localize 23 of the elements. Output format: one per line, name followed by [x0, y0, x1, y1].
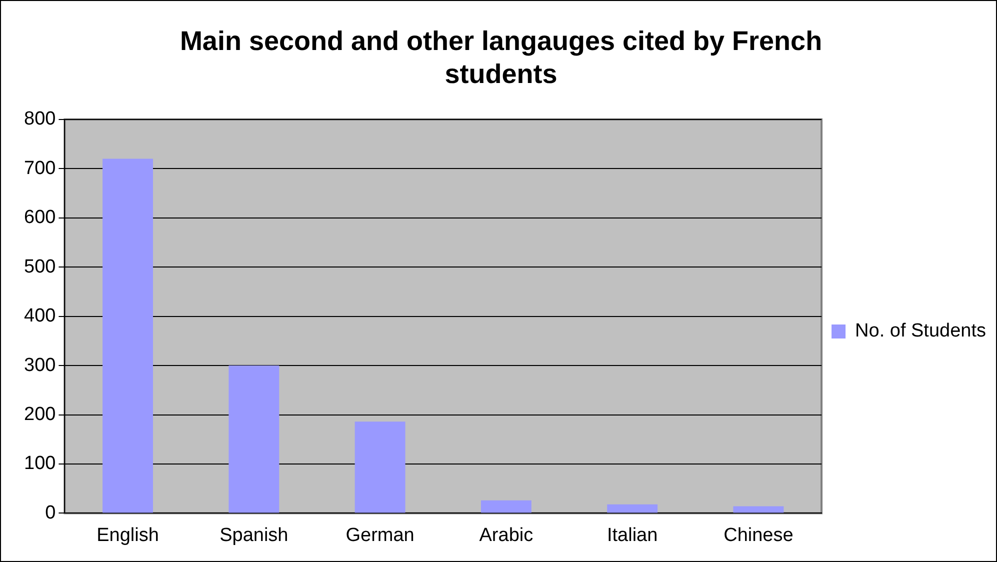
legend-label: No. of Students	[855, 320, 986, 342]
x-tick-label: English	[96, 524, 159, 546]
bar	[733, 506, 784, 513]
x-tick-label: German	[346, 524, 414, 546]
bar	[228, 366, 280, 513]
y-tick-label: 400	[24, 306, 56, 327]
bar	[354, 422, 406, 513]
y-tick-label: 800	[24, 108, 56, 130]
y-tick-label: 100	[24, 453, 56, 474]
bar	[607, 504, 658, 513]
y-tick-label: 200	[24, 404, 56, 425]
x-tick-label: Arabic	[479, 524, 534, 546]
chart-title: Main second and other langauges cited by French students	[178, 25, 824, 91]
y-tick-label: 0	[45, 502, 56, 524]
y-tick-label: 700	[24, 158, 56, 179]
y-tick-label: 500	[24, 256, 56, 278]
y-tick-label: 600	[24, 207, 56, 228]
x-tick-label: Italian	[606, 524, 658, 546]
bar	[480, 500, 532, 513]
x-tick-label: Spanish	[220, 524, 288, 546]
y-tick-label: 300	[24, 354, 56, 376]
x-tick-label: Chinese	[724, 524, 794, 546]
bar	[102, 158, 153, 513]
